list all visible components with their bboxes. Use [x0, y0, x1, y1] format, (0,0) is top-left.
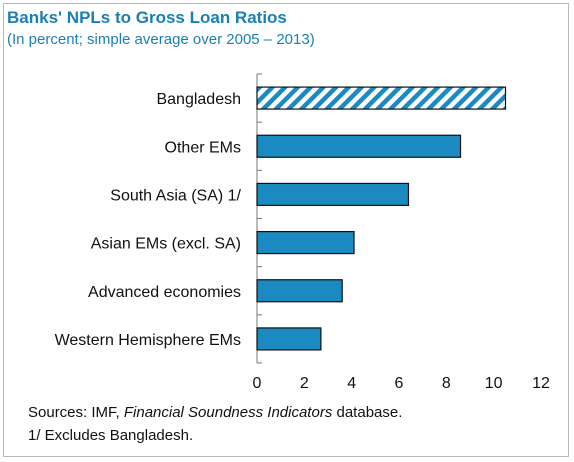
x-tick-label: 8: [442, 375, 451, 392]
x-tick-label: 10: [485, 375, 503, 392]
source-suffix: database.: [332, 404, 403, 421]
category-label: Bangladesh: [156, 91, 241, 108]
bar-advanced-economies: [256, 279, 343, 303]
chart-subtitle: (In percent; simple average over 2005 – …: [7, 31, 315, 48]
bar-asian-ems-excl-sa: [256, 230, 355, 255]
bar-chart: Bangladesh Other EMs South Asia (SA) 1/Asi…: [55, 73, 550, 392]
category-label: Advanced economies: [88, 284, 241, 301]
category-label: Western Hemisphere EMs: [55, 332, 241, 349]
category-label: Asian EMs (excl. SA): [91, 236, 241, 253]
chart-title: Banks' NPLs to Gross Loan Ratios: [7, 8, 287, 27]
source-prefix: Sources: IMF,: [28, 404, 124, 421]
category-label: South Asia (SA) 1/: [110, 187, 241, 204]
x-tick-label: 12: [532, 375, 550, 392]
x-tick-label: 2: [300, 375, 309, 392]
source-line: Sources: IMF, Financial Soundness Indica…: [28, 401, 402, 424]
source-note: Sources: IMF, Financial Soundness Indica…: [28, 401, 402, 447]
footnote: 1/ Excludes Bangladesh.: [28, 427, 194, 444]
source-database-name: Financial Soundness Indicators: [123, 404, 333, 421]
x-tick-label: 0: [253, 375, 262, 392]
bar-south-asia-sa-1: [256, 182, 410, 207]
chart-frame: [3, 3, 569, 457]
bar-western-hemisphere-ems: [256, 327, 322, 351]
category-label: Other EMs: [165, 139, 241, 156]
x-tick-label: 6: [395, 375, 404, 392]
x-tick-label: 4: [347, 375, 356, 392]
bar-other-ems: [256, 134, 462, 158]
bar-bangladesh: [256, 86, 507, 110]
